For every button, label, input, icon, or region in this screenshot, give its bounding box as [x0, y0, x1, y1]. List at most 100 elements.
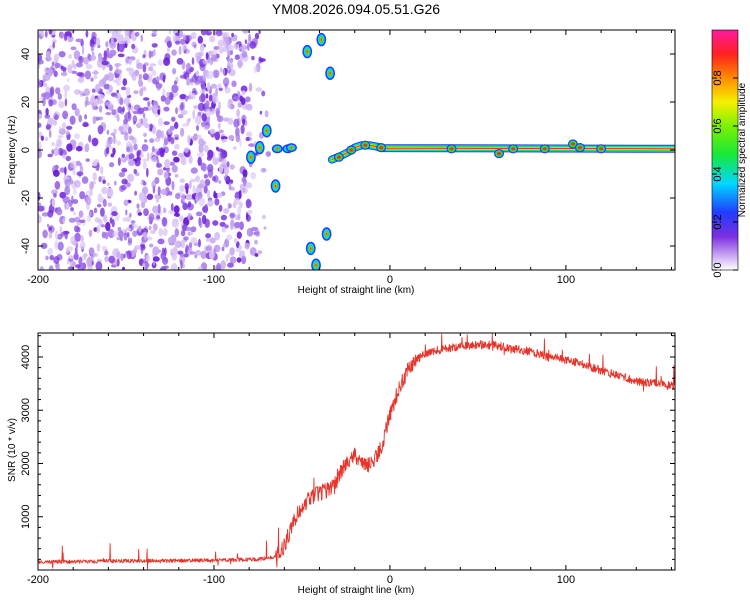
- noise-speckle: [48, 265, 54, 270]
- snr-content: [38, 333, 675, 570]
- trace-bulge-7: [539, 144, 550, 154]
- x-tick-label: 100: [557, 274, 575, 286]
- noise-speckle: [205, 108, 212, 117]
- noise-speckle: [62, 217, 65, 224]
- noise-speckle: [248, 33, 252, 43]
- noise-speckle: [226, 56, 229, 61]
- snr-panel: -200 -100 0 100 1000 2000 3000 4000 Height of s…: [7, 332, 676, 596]
- noise-speckle: [76, 160, 81, 166]
- noise-speckle: [230, 186, 235, 191]
- trace-bulge-1: [346, 145, 357, 155]
- noise-speckle: [157, 204, 161, 214]
- noise-speckle: [261, 90, 266, 97]
- noise-speckle: [70, 162, 73, 169]
- noise-speckle: [245, 198, 252, 208]
- noise-speckle: [89, 181, 97, 185]
- noise-speckle: [233, 96, 240, 100]
- noise-speckle: [194, 52, 203, 60]
- noise-speckle: [101, 245, 108, 252]
- noise-speckle: [45, 107, 49, 116]
- gap-blob-0: [271, 144, 283, 154]
- noise-speckle: [155, 249, 162, 254]
- noise-speckle: [216, 110, 220, 118]
- noise-speckle: [218, 87, 223, 92]
- noise-speckle: [106, 187, 114, 198]
- noise-speckle: [42, 97, 46, 107]
- noise-speckle: [156, 163, 163, 168]
- colorbar-tick-label: 0.4: [712, 166, 724, 181]
- noise-speckle: [97, 93, 105, 101]
- noise-speckle: [164, 159, 171, 169]
- noise-speckle: [121, 153, 126, 158]
- noise-speckle: [75, 226, 81, 233]
- noise-speckle: [136, 62, 144, 70]
- noise-speckle: [215, 146, 219, 151]
- noise-speckle: [70, 236, 76, 245]
- noise-speckle: [73, 50, 81, 60]
- noise-speckle: [107, 182, 110, 186]
- noise-speckle: [160, 266, 167, 270]
- noise-speckle: [77, 77, 85, 83]
- noise-speckle: [154, 137, 161, 143]
- noise-speckle: [116, 93, 122, 100]
- noise-speckle: [54, 62, 61, 69]
- noise-speckle: [80, 92, 83, 97]
- noise-speckle: [124, 229, 127, 233]
- noise-speckle: [59, 226, 63, 235]
- noise-speckle: [209, 200, 212, 206]
- noise-speckle: [120, 253, 124, 262]
- noise-speckle: [171, 84, 179, 93]
- noise-speckle: [139, 192, 144, 202]
- noise-speckle: [57, 139, 62, 145]
- noise-speckle: [254, 253, 259, 257]
- noise-speckle: [57, 135, 64, 139]
- noise-speckle: [73, 133, 81, 140]
- noise-speckle: [200, 162, 206, 171]
- noise-speckle: [173, 156, 180, 163]
- noise-speckle: [175, 212, 180, 217]
- noise-speckle: [156, 84, 161, 91]
- noise-speckle: [205, 100, 210, 108]
- noise-speckle: [79, 219, 86, 223]
- noise-speckle: [116, 258, 120, 267]
- noise-speckle: [51, 149, 55, 155]
- noise-speckle: [85, 143, 90, 153]
- noise-speckle: [171, 180, 175, 191]
- noise-speckle: [180, 156, 187, 166]
- noise-speckle: [223, 138, 227, 143]
- noise-speckle: [204, 203, 208, 214]
- main-trace: [327, 139, 675, 164]
- noise-speckle: [240, 85, 248, 93]
- noise-speckle: [64, 185, 71, 196]
- noise-speckle: [40, 135, 45, 141]
- noise-speckle: [111, 211, 118, 217]
- noise-speckle: [75, 38, 83, 43]
- noise-speckle: [63, 84, 70, 92]
- noise-speckle: [104, 74, 110, 81]
- noise-speckle: [222, 243, 226, 248]
- noise-speckle: [235, 127, 240, 137]
- noise-speckle: [223, 163, 227, 171]
- noise-speckle: [246, 227, 254, 237]
- noise-speckle: [160, 188, 167, 196]
- noise-speckle: [166, 47, 170, 53]
- noise-speckle: [203, 124, 210, 131]
- noise-speckle: [121, 178, 128, 185]
- noise-speckle: [246, 103, 253, 111]
- noise-speckle: [180, 230, 186, 237]
- noise-speckle: [174, 80, 177, 85]
- noise-speckle: [209, 128, 216, 135]
- noise-speckle: [48, 99, 54, 107]
- noise-speckle: [74, 108, 80, 117]
- noise-speckle: [73, 63, 77, 70]
- noise-speckle: [204, 144, 209, 153]
- noise-speckle: [171, 150, 178, 156]
- x-tick-label: 0: [387, 574, 393, 586]
- snr-ylabel: SNR (10 * v/v): [7, 418, 18, 482]
- isolated-blob-6: [321, 227, 332, 241]
- noise-speckle: [85, 30, 89, 38]
- noise-speckle: [152, 256, 160, 262]
- noise-speckle: [174, 240, 181, 249]
- noise-speckle: [72, 188, 77, 195]
- noise-speckle: [170, 203, 174, 212]
